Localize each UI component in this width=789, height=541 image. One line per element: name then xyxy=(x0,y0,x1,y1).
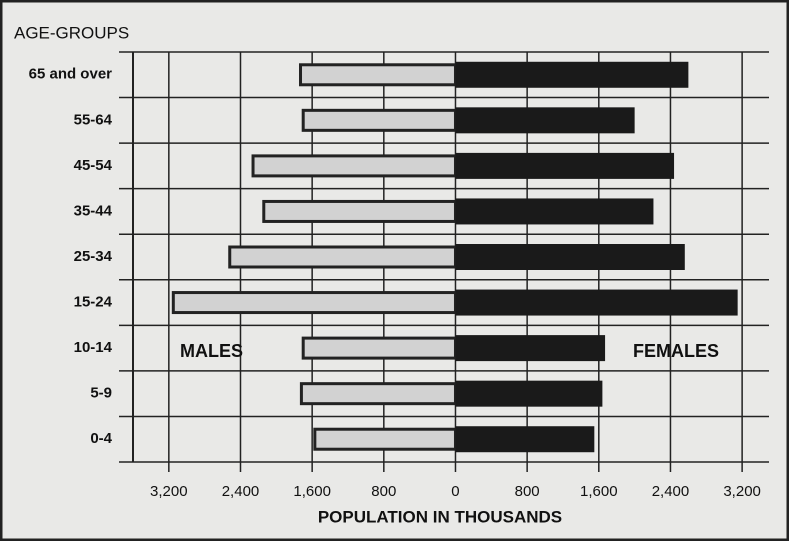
female-bar xyxy=(455,107,635,134)
y-tick-label: 5-9 xyxy=(90,385,112,402)
female-bar xyxy=(455,289,738,316)
male-bar xyxy=(313,427,457,451)
x-tick-label: 1,600 xyxy=(293,483,331,500)
x-tick-label: 2,400 xyxy=(222,483,260,500)
female-bar xyxy=(455,380,603,407)
x-tick-label: 3,200 xyxy=(723,483,761,500)
y-tick-label: 35-44 xyxy=(74,202,113,219)
series-label: FEMALES xyxy=(633,341,719,361)
female-bar xyxy=(455,152,675,179)
male-bar xyxy=(301,108,457,132)
male-bar xyxy=(299,63,457,87)
x-tick-label: 3,200 xyxy=(150,483,188,500)
y-tick-label: 45-54 xyxy=(74,157,113,174)
female-bar xyxy=(455,335,606,362)
male-bar xyxy=(228,245,457,269)
female-bar xyxy=(455,198,654,225)
male-bar xyxy=(171,291,457,315)
x-tick-label: 800 xyxy=(371,483,396,500)
y-tick-label: 15-24 xyxy=(74,294,113,311)
male-bar xyxy=(262,199,457,223)
series-label: MALES xyxy=(180,341,243,361)
male-bar xyxy=(251,154,457,178)
male-bar xyxy=(299,382,457,406)
x-tick-label: 2,400 xyxy=(652,483,690,500)
x-tick-label: 0 xyxy=(451,483,459,500)
x-tick-label: 800 xyxy=(515,483,540,500)
x-axis-title: POPULATION IN THOUSANDS xyxy=(318,507,562,526)
x-tick-label: 1,600 xyxy=(580,483,618,500)
y-tick-label: 55-64 xyxy=(74,111,113,128)
male-bar xyxy=(301,336,457,360)
female-bar xyxy=(455,244,685,270)
y-tick-label: 65 and over xyxy=(29,66,113,83)
female-bar xyxy=(455,61,689,88)
female-bar xyxy=(455,426,595,453)
y-tick-label: 25-34 xyxy=(74,248,113,265)
y-tick-label: 10-14 xyxy=(74,339,113,356)
y-axis-title: AGE-GROUPS xyxy=(14,23,129,42)
y-tick-label: 0-4 xyxy=(90,430,112,447)
